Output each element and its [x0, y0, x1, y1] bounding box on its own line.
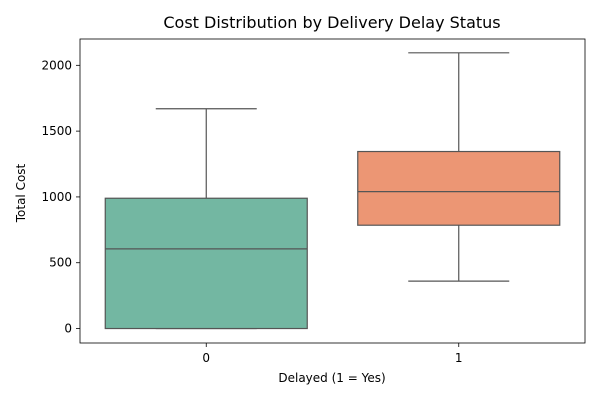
x-tick-label: 1: [455, 351, 463, 365]
y-tick-label: 0: [64, 322, 72, 336]
y-axis-label: Total Cost: [14, 163, 28, 223]
x-tick-label: 0: [202, 351, 210, 365]
box-iqr: [357, 150, 561, 226]
box-iqr: [104, 197, 308, 330]
box-group-1: [357, 52, 561, 282]
y-tick-label: 1000: [41, 190, 72, 204]
y-tick-label: 2000: [41, 58, 72, 72]
chart-title: Cost Distribution by Delivery Delay Stat…: [163, 13, 500, 32]
y-tick-label: 500: [49, 256, 72, 270]
y-tick-label: 1500: [41, 124, 72, 138]
box-group-0: [104, 108, 308, 330]
plot-frame: [79, 38, 586, 344]
plot-area: [104, 52, 561, 330]
x-axis-label: Delayed (1 = Yes): [278, 371, 385, 385]
y-axis: 0 500 1000 1500 2000: [41, 58, 80, 336]
